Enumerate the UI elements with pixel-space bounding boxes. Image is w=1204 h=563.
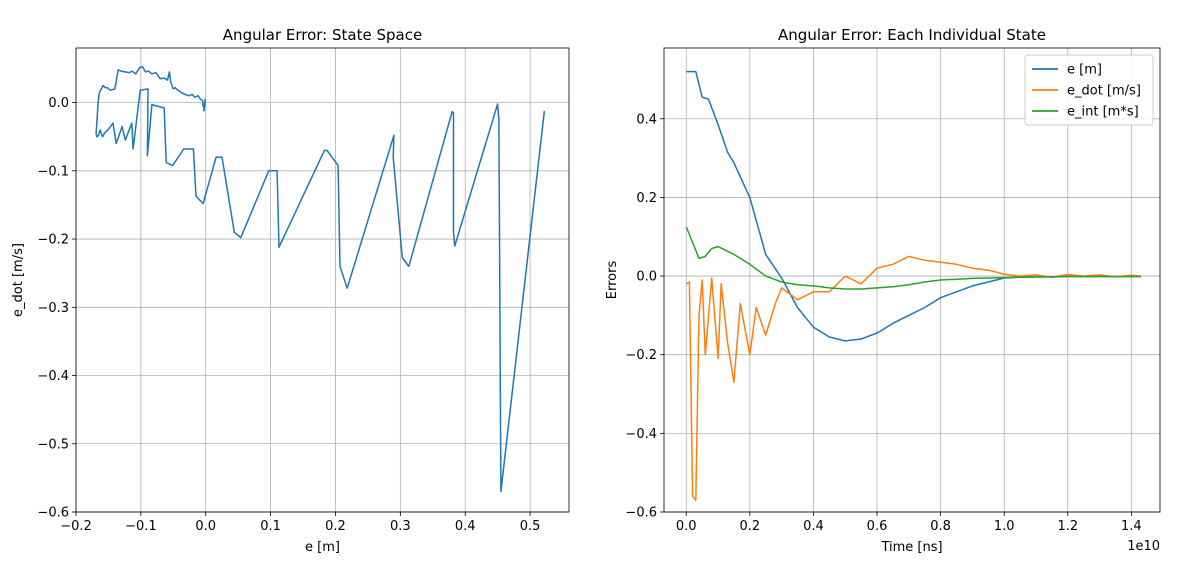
right-chart-xtick-label: 0.2 bbox=[740, 519, 761, 534]
left-chart-ytick-label: −0.4 bbox=[37, 369, 69, 384]
right-chart-xtick-label: 0.8 bbox=[930, 519, 951, 534]
left-chart-series-line-1 bbox=[95, 66, 546, 493]
right-chart: Angular Error: Each Individual State Tim… bbox=[605, 26, 1161, 555]
left-chart-xlabel: e [m] bbox=[305, 540, 340, 555]
left-chart-ytick-label: −0.5 bbox=[37, 437, 69, 452]
left-chart-xtick-label: 0.0 bbox=[195, 519, 216, 534]
left-chart-xtick-label: −0.2 bbox=[60, 519, 92, 534]
left-chart-xtick-label: 0.2 bbox=[325, 519, 346, 534]
left-chart-xtick-label: −0.1 bbox=[125, 519, 157, 534]
right-chart-series-line-2 bbox=[685, 255, 1141, 501]
right-chart-xtick-label: 0.6 bbox=[867, 519, 888, 534]
left-chart-ytick-label: −0.3 bbox=[37, 301, 69, 316]
left-chart: Angular Error: State Space e [m] e_dot [… bbox=[11, 26, 570, 555]
right-chart-offset-text: 1e10 bbox=[1127, 539, 1160, 554]
right-chart-ylabel: Errors bbox=[605, 261, 620, 300]
right-chart-ytick-label: 0.2 bbox=[636, 191, 657, 206]
left-chart-xtick-label: 0.5 bbox=[520, 519, 541, 534]
right-chart-ytick-label: −0.4 bbox=[625, 427, 657, 442]
right-chart-xtick-label: 0.0 bbox=[676, 519, 697, 534]
right-chart-legend-box bbox=[1024, 54, 1154, 126]
right-chart-legend-label: e_dot [m/s] bbox=[1067, 84, 1141, 99]
right-chart-xtick-label: 1.2 bbox=[1057, 519, 1078, 534]
right-chart-legend: e [m] e_dot [m/s] e_int [m*s] bbox=[1024, 54, 1154, 126]
left-chart-grid bbox=[75, 48, 569, 513]
left-chart-xtick-label: 0.3 bbox=[390, 519, 411, 534]
left-chart-axes-frame bbox=[75, 47, 570, 513]
right-chart-legend-label: e_int [m*s] bbox=[1067, 105, 1139, 120]
left-chart-ytick-label: 0.0 bbox=[48, 96, 69, 111]
left-chart-xtick-label: 0.1 bbox=[260, 519, 281, 534]
right-chart-ytick-label: 0.4 bbox=[636, 112, 657, 127]
right-chart-ytick-label: −0.6 bbox=[625, 506, 657, 521]
left-chart-ytick-label: −0.1 bbox=[37, 164, 69, 179]
left-chart-ytick-label: −0.6 bbox=[37, 506, 69, 521]
left-chart-title: Angular Error: State Space bbox=[223, 26, 422, 44]
right-chart-xtick-label: 0.4 bbox=[803, 519, 824, 534]
right-chart-xlabel: Time [ns] bbox=[880, 540, 942, 555]
right-chart-axes-frame bbox=[663, 47, 1161, 513]
right-chart-series-line-3 bbox=[685, 226, 1141, 290]
left-chart-ytick-label: −0.2 bbox=[37, 233, 69, 248]
left-chart-series-group bbox=[95, 66, 546, 493]
left-chart-xtick-label: 0.4 bbox=[455, 519, 476, 534]
right-chart-title: Angular Error: Each Individual State bbox=[778, 26, 1046, 44]
right-chart-legend-label: e [m] bbox=[1067, 63, 1102, 78]
right-chart-ytick-label: −0.2 bbox=[625, 348, 657, 363]
left-chart-ylabel: e_dot [m/s] bbox=[11, 243, 26, 317]
right-chart-xtick-label: 1.4 bbox=[1121, 519, 1142, 534]
right-chart-xtick-label: 1.0 bbox=[994, 519, 1015, 534]
right-chart-series-group bbox=[685, 70, 1141, 501]
right-chart-ytick-label: 0.0 bbox=[636, 270, 657, 285]
